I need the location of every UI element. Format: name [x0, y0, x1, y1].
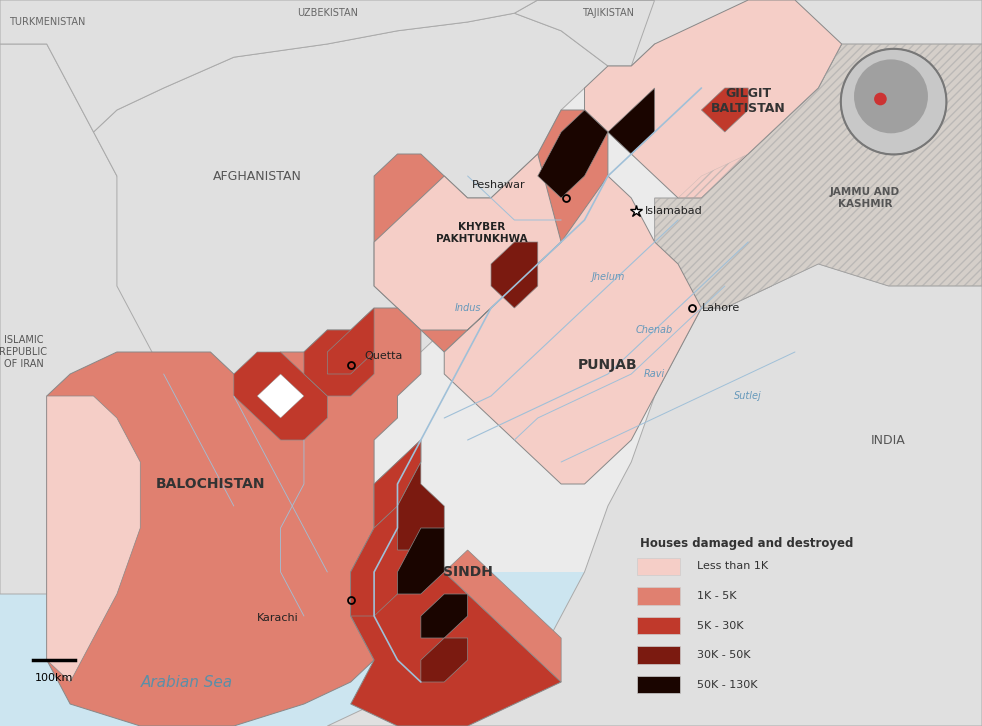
Text: Ravi: Ravi	[644, 369, 665, 379]
Text: JAMMU AND
KASHMIR: JAMMU AND KASHMIR	[830, 187, 900, 209]
Polygon shape	[234, 352, 327, 440]
Polygon shape	[327, 308, 374, 374]
Text: 50K - 130K: 50K - 130K	[697, 680, 757, 690]
Polygon shape	[515, 0, 795, 66]
Text: TAJIKISTAN: TAJIKISTAN	[582, 8, 634, 18]
Polygon shape	[351, 506, 421, 616]
Polygon shape	[584, 0, 842, 198]
Polygon shape	[351, 440, 561, 726]
Text: TURKMENISTAN: TURKMENISTAN	[9, 17, 85, 27]
Polygon shape	[655, 44, 982, 308]
Polygon shape	[444, 550, 561, 682]
Polygon shape	[701, 88, 748, 132]
Polygon shape	[47, 308, 421, 726]
Text: Jhelum: Jhelum	[591, 272, 625, 282]
Text: Lahore: Lahore	[701, 303, 739, 313]
Polygon shape	[421, 638, 467, 682]
Text: Less than 1K: Less than 1K	[697, 561, 768, 571]
Polygon shape	[608, 88, 655, 154]
Text: GILGIT
BALTISTAN: GILGIT BALTISTAN	[711, 87, 786, 115]
Bar	[637, 646, 681, 664]
Text: Houses damaged and destroyed: Houses damaged and destroyed	[640, 537, 853, 550]
Text: PUNJAB: PUNJAB	[578, 358, 637, 372]
Polygon shape	[327, 154, 982, 726]
Polygon shape	[374, 110, 608, 352]
Text: Arabian Sea: Arabian Sea	[141, 674, 233, 690]
Text: INDIA: INDIA	[871, 433, 905, 446]
Polygon shape	[0, 44, 187, 594]
Polygon shape	[93, 13, 631, 396]
Polygon shape	[0, 572, 725, 726]
Polygon shape	[257, 374, 304, 418]
Text: 30K - 50K: 30K - 50K	[697, 650, 750, 660]
Text: ISLAMIC
REPUBLIC
OF IRAN: ISLAMIC REPUBLIC OF IRAN	[0, 335, 47, 369]
Polygon shape	[398, 528, 444, 594]
Polygon shape	[0, 616, 982, 726]
Polygon shape	[421, 594, 467, 638]
Bar	[637, 587, 681, 605]
Bar	[637, 558, 681, 575]
Text: Peshawar: Peshawar	[472, 180, 526, 189]
Polygon shape	[0, 0, 655, 132]
Polygon shape	[491, 242, 538, 308]
Polygon shape	[631, 0, 982, 176]
Text: BALOCHISTAN: BALOCHISTAN	[156, 477, 265, 491]
Text: Quetta: Quetta	[364, 351, 404, 362]
Polygon shape	[374, 440, 421, 528]
Text: 5K - 30K: 5K - 30K	[697, 621, 743, 630]
Text: UZBEKISTAN: UZBEKISTAN	[297, 8, 357, 18]
Text: Chenab: Chenab	[636, 325, 674, 335]
Text: 100km: 100km	[34, 673, 73, 683]
Circle shape	[854, 60, 928, 134]
Polygon shape	[374, 154, 701, 484]
Text: Sutlej: Sutlej	[735, 391, 762, 401]
Bar	[637, 617, 681, 635]
Text: Indus: Indus	[455, 303, 481, 313]
Polygon shape	[538, 110, 608, 198]
Polygon shape	[304, 330, 374, 396]
Circle shape	[841, 49, 947, 155]
Text: 1K - 5K: 1K - 5K	[697, 591, 736, 601]
Text: KHYBER
PAKHTUNKHWA: KHYBER PAKHTUNKHWA	[436, 222, 527, 244]
Bar	[637, 676, 681, 693]
Text: Karachi: Karachi	[257, 613, 299, 623]
Text: AFGHANISTAN: AFGHANISTAN	[213, 169, 301, 182]
Circle shape	[874, 93, 887, 105]
Polygon shape	[398, 462, 444, 550]
Polygon shape	[47, 396, 140, 682]
Text: SINDH: SINDH	[443, 565, 493, 579]
Text: Islamabad: Islamabad	[645, 206, 703, 216]
